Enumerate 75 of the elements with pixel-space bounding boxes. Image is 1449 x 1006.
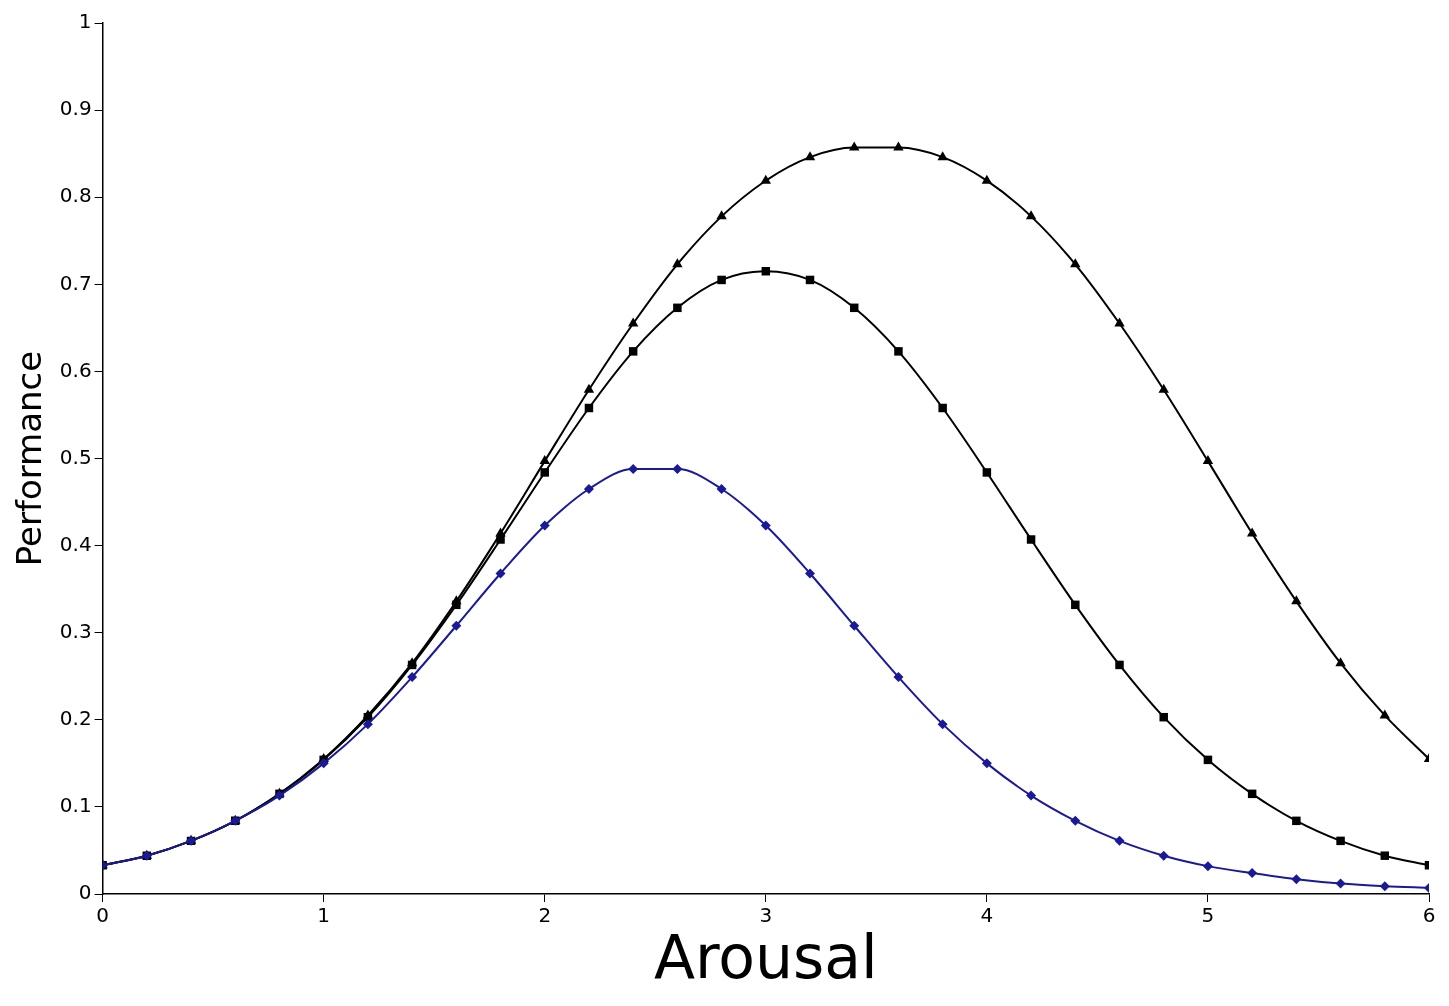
point — [583, 383, 595, 393]
point — [938, 403, 947, 413]
point — [937, 151, 948, 161]
point — [1158, 850, 1169, 861]
point — [804, 151, 816, 161]
x-tick-label: 2 — [538, 903, 552, 928]
point — [318, 758, 329, 769]
point — [893, 141, 904, 151]
y-axis-title: Performance — [9, 350, 50, 567]
point — [1071, 600, 1080, 610]
point — [1114, 835, 1125, 846]
point — [849, 620, 860, 631]
point — [1335, 878, 1346, 889]
point — [1379, 881, 1390, 892]
point — [452, 600, 461, 610]
point — [1247, 868, 1258, 879]
x-tick-label: 6 — [1422, 903, 1436, 928]
point — [1336, 836, 1345, 846]
point — [1246, 527, 1258, 537]
point — [451, 620, 462, 631]
point — [1159, 712, 1168, 722]
y-tick-label: 0.1 — [59, 793, 92, 818]
point — [716, 483, 727, 494]
point — [849, 141, 860, 151]
y-tick-label: 0.2 — [59, 706, 92, 730]
y-tick-label: 0.5 — [59, 444, 92, 469]
point — [539, 520, 550, 531]
point — [407, 672, 418, 683]
point — [496, 535, 505, 544]
point — [1158, 383, 1169, 393]
point — [672, 463, 683, 474]
point — [1291, 874, 1302, 885]
y-tick-label: 1 — [78, 9, 92, 34]
point — [937, 719, 948, 730]
point — [760, 520, 771, 531]
point — [1335, 657, 1346, 667]
point — [1026, 535, 1036, 544]
x-tick-label: 1 — [317, 903, 331, 928]
point — [583, 483, 594, 494]
point — [1114, 317, 1125, 327]
y-tick-label: 0 — [78, 880, 92, 905]
y-tick-label: 0.8 — [59, 183, 92, 208]
point — [760, 174, 771, 184]
x-tick-label: 4 — [980, 903, 994, 928]
point — [1202, 455, 1214, 465]
y-tick-label: 0.6 — [59, 357, 92, 382]
point — [894, 347, 903, 356]
point — [1070, 258, 1081, 268]
y-tick-label: 0.9 — [59, 96, 92, 121]
x-tick-label: 5 — [1201, 903, 1215, 928]
point — [628, 347, 638, 356]
point — [673, 303, 682, 313]
point — [1070, 815, 1081, 826]
point — [1026, 790, 1037, 801]
y-tick-label: 0.7 — [59, 270, 92, 295]
point — [672, 258, 683, 268]
point — [981, 758, 992, 769]
point — [1202, 861, 1213, 872]
point — [539, 455, 550, 465]
point — [717, 275, 726, 285]
point — [893, 672, 904, 683]
y-tick-label: 0.3 — [59, 618, 92, 643]
point — [982, 468, 992, 477]
point — [1292, 816, 1301, 826]
point — [1025, 210, 1037, 220]
point — [981, 174, 993, 184]
point — [716, 210, 727, 220]
point — [1115, 660, 1124, 670]
x-tick-label: 0 — [96, 903, 109, 928]
point — [1380, 851, 1390, 860]
point — [362, 719, 373, 730]
point — [540, 468, 549, 477]
point — [805, 568, 816, 579]
point — [495, 568, 506, 579]
y-tick-label: 0.4 — [59, 531, 92, 556]
